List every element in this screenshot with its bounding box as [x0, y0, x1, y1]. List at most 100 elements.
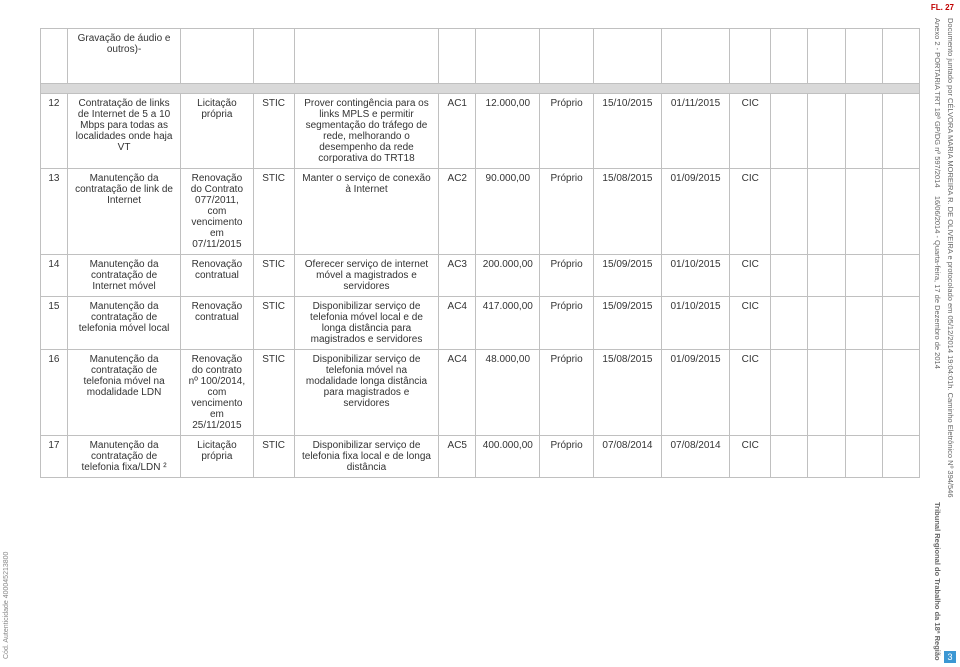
table-cell — [771, 297, 808, 350]
table-cell: 417.000,00 — [476, 297, 540, 350]
margin-line-1b: 16/06/2014 - Quarta-feira, 17 de Dezembr… — [933, 196, 942, 369]
table-cell: Próprio — [540, 436, 594, 478]
table-cell — [808, 94, 845, 169]
table-cell: Renovação do Contrato 077/2011, com venc… — [181, 169, 253, 255]
table-row: 17Manutenção da contratação de telefonia… — [41, 436, 920, 478]
table-cell: CIC — [730, 350, 771, 436]
table-cell — [808, 350, 845, 436]
table-cell: Manutenção da contratação de telefonia m… — [67, 350, 180, 436]
table-cell: CIC — [730, 255, 771, 297]
table-cell: CIC — [730, 436, 771, 478]
table-cell — [808, 29, 845, 84]
table-cell: STIC — [253, 350, 294, 436]
margin-text-2: Tribunal Regional do Trabalho da 18ª Reg… — [933, 502, 942, 661]
table-cell: STIC — [253, 297, 294, 350]
table-cell: Gravação de áudio e outros)- — [67, 29, 180, 84]
table-cell: Oferecer serviço de internet móvel a mag… — [294, 255, 438, 297]
table-cell: 15 — [41, 297, 68, 350]
table-cell — [845, 350, 882, 436]
table-cell — [808, 255, 845, 297]
table-cell: AC5 — [439, 436, 476, 478]
data-table: Gravação de áudio e outros)- 12Contrataçã… — [40, 28, 920, 478]
table-cell: CIC — [730, 297, 771, 350]
margin-text-1: Anexo 2 - PORTARIA TRT 18ª GP/DG nº 597/… — [933, 18, 942, 369]
table-cell: AC4 — [439, 350, 476, 436]
table-cell — [845, 169, 882, 255]
margin-line-1a: Anexo 2 - PORTARIA TRT 18ª GP/DG nº 597/… — [933, 18, 942, 188]
table-cell: 15/08/2015 — [593, 350, 661, 436]
table-cell — [882, 29, 919, 84]
table-cell: 90.000,00 — [476, 169, 540, 255]
table-cell: 48.000,00 — [476, 350, 540, 436]
table-cell — [540, 29, 594, 84]
table-row: 15Manutenção da contratação de telefonia… — [41, 297, 920, 350]
table-cell — [730, 29, 771, 84]
table-cell — [41, 29, 68, 84]
table-cell: 01/09/2015 — [662, 169, 730, 255]
table-cell: CIC — [730, 94, 771, 169]
table-cell: 15/10/2015 — [593, 94, 661, 169]
table-cell — [181, 29, 253, 84]
table-cell — [882, 255, 919, 297]
table-row: 14Manutenção da contratação de Internet … — [41, 255, 920, 297]
table-cell: 13 — [41, 169, 68, 255]
table-cell: Manutenção da contratação de telefonia f… — [67, 436, 180, 478]
table-cell — [845, 255, 882, 297]
table-cell: STIC — [253, 169, 294, 255]
table-cell: STIC — [253, 94, 294, 169]
table-cell — [882, 436, 919, 478]
table-cell: 07/08/2014 — [662, 436, 730, 478]
table-cell: Próprio — [540, 169, 594, 255]
table-cell — [808, 436, 845, 478]
table-cell — [771, 169, 808, 255]
table-cell — [771, 29, 808, 84]
table-cell: CIC — [730, 169, 771, 255]
table-row: 12Contratação de links de Internet de 5 … — [41, 94, 920, 169]
table-cell: Renovação contratual — [181, 255, 253, 297]
table-cell: Manutenção da contratação de link de Int… — [67, 169, 180, 255]
table-cell: Renovação do contrato nº 100/2014, com v… — [181, 350, 253, 436]
table-cell — [771, 350, 808, 436]
table-cell — [882, 297, 919, 350]
table-cell: 01/10/2015 — [662, 255, 730, 297]
table-cell — [476, 29, 540, 84]
table-cell: AC3 — [439, 255, 476, 297]
table-cell: 12.000,00 — [476, 94, 540, 169]
table-cell: Disponibilizar serviço de telefonia móve… — [294, 350, 438, 436]
table-cell: 15/09/2015 — [593, 255, 661, 297]
table-row: 16Manutenção da contratação de telefonia… — [41, 350, 920, 436]
table-cell: Próprio — [540, 350, 594, 436]
spacer-row — [41, 84, 920, 94]
table-cell: 12 — [41, 94, 68, 169]
table-cell: Próprio — [540, 297, 594, 350]
table-cell: 01/09/2015 — [662, 350, 730, 436]
table-cell: AC2 — [439, 169, 476, 255]
table-cell: 17 — [41, 436, 68, 478]
auth-code: Cód. Autenticidade 400045213800 — [3, 552, 10, 659]
table-cell: Manutenção da contratação de telefonia m… — [67, 297, 180, 350]
table-cell — [593, 29, 661, 84]
table-row: 13Manutenção da contratação de link de I… — [41, 169, 920, 255]
table-cell — [845, 29, 882, 84]
table-cell: Renovação contratual — [181, 297, 253, 350]
table-cell: Próprio — [540, 255, 594, 297]
margin-text-3: Documento juntado por CÉLVORA MARIA MORE… — [946, 18, 954, 498]
table-cell — [882, 169, 919, 255]
table-row: Gravação de áudio e outros)- — [41, 29, 920, 84]
table-cell: AC4 — [439, 297, 476, 350]
table-cell — [771, 94, 808, 169]
table-cell: Disponibilizar serviço de telefonia móve… — [294, 297, 438, 350]
table-cell: Manutenção da contratação de Internet mó… — [67, 255, 180, 297]
table-cell: Licitação própria — [181, 436, 253, 478]
table-cell: 01/10/2015 — [662, 297, 730, 350]
table-cell: 15/09/2015 — [593, 297, 661, 350]
table-cell: 07/08/2014 — [593, 436, 661, 478]
table-cell — [294, 29, 438, 84]
table-cell — [771, 255, 808, 297]
table-cell — [882, 94, 919, 169]
table-cell: Contratação de links de Internet de 5 a … — [67, 94, 180, 169]
table-cell — [808, 169, 845, 255]
table-cell — [439, 29, 476, 84]
page-number: 3 — [944, 651, 956, 663]
table-cell: 01/11/2015 — [662, 94, 730, 169]
